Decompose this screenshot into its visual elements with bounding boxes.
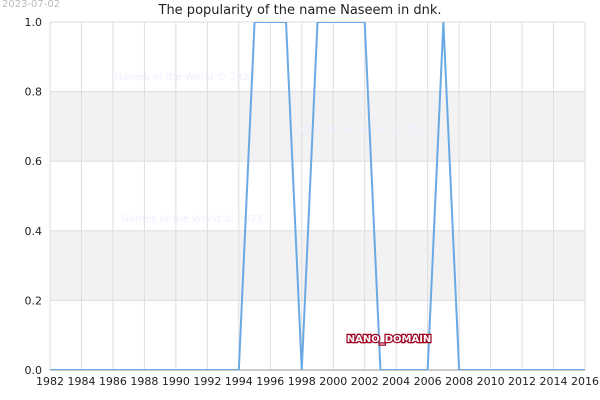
x-tick-label: 1988: [130, 375, 158, 388]
y-tick-label: 1.0: [25, 16, 43, 29]
x-tick-label: 2010: [477, 375, 505, 388]
x-tick-label: 2000: [319, 375, 347, 388]
x-tick-label: 2014: [540, 375, 568, 388]
x-tick-label: 1982: [36, 375, 64, 388]
x-tick-label: 2006: [414, 375, 442, 388]
grid-band: [50, 91, 585, 162]
watermark: Names of the World © 2023: [115, 72, 256, 83]
x-tick-label: 2016: [571, 375, 599, 388]
y-tick-label: 0.8: [25, 86, 43, 99]
y-tick-label: 0.4: [25, 225, 43, 238]
x-tick-label: 1998: [288, 375, 316, 388]
x-tick-label: 2008: [445, 375, 473, 388]
y-tick-label: 0.2: [25, 294, 43, 307]
x-tick-label: 1992: [193, 375, 221, 388]
x-tick-label: 1986: [99, 375, 127, 388]
watermark: Names of the World © 2023: [122, 214, 263, 225]
x-tick-label: 2012: [508, 375, 536, 388]
y-tick-label: 0.6: [25, 155, 43, 168]
x-tick-label: 1996: [256, 375, 284, 388]
annotation: NANO_DOMAIN: [347, 334, 432, 345]
x-tick-label: 2002: [351, 375, 379, 388]
x-tick-label: 1984: [67, 375, 95, 388]
x-tick-label: 1990: [162, 375, 190, 388]
chart-title: The popularity of the name Naseem in dnk…: [158, 3, 442, 18]
x-tick-label: 1994: [225, 375, 253, 388]
y-tick-label: 0.0: [25, 364, 43, 377]
x-tick-label: 2004: [382, 375, 410, 388]
grid-band: [50, 230, 585, 301]
date-stamp: 2023-07-02: [2, 0, 60, 10]
watermark: Names of the World © 2023: [290, 124, 431, 135]
